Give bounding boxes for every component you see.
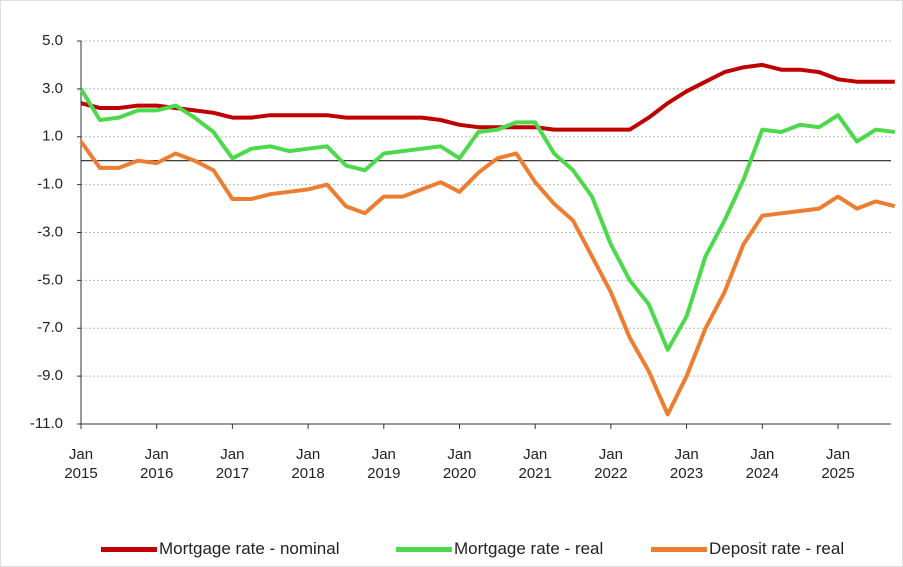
legend-swatch	[101, 546, 157, 552]
x-tick-label: Jan 2021	[518, 446, 552, 482]
y-tick-label: -3.0	[37, 223, 63, 240]
x-tick-label: Jan 2017	[215, 446, 250, 482]
series-line	[80, 62, 895, 132]
legend-swatch	[396, 546, 452, 552]
legend-swatch	[651, 546, 707, 552]
y-tick-label: 3.0	[42, 80, 63, 97]
y-tick-label: -5.0	[37, 271, 63, 288]
legend-label: Deposit rate - real	[709, 539, 845, 558]
x-tick-label: Jan 2022	[594, 446, 628, 482]
legend-label: Mortgage rate - real	[454, 539, 604, 558]
y-tick-label: -1.0	[37, 176, 63, 193]
legend-label: Mortgage rate - nominal	[159, 539, 340, 558]
y-tick-label: -7.0	[37, 319, 63, 336]
x-tick-label: Jan 2024	[745, 446, 779, 482]
series-line	[79, 87, 896, 352]
y-tick-label: 1.0	[42, 128, 63, 145]
y-tick-label: 5.0	[42, 32, 63, 49]
x-tick-label: Jan 2023	[669, 446, 704, 482]
legend-item: Mortgage rate - real	[396, 539, 603, 559]
x-tick-label: Jan 2015	[64, 446, 98, 482]
legend-item: Mortgage rate - nominal	[101, 539, 339, 559]
x-tick-label: Jan 2016	[140, 446, 174, 482]
x-tick-label: Jan 2019	[367, 446, 401, 482]
y-tick-label: -11.0	[30, 415, 63, 432]
x-tick-label: Jan 2020	[442, 446, 477, 482]
legend-item: Deposit rate - real	[651, 539, 844, 559]
x-tick-label: Jan 2018	[291, 446, 325, 482]
x-tick-label: Jan 2025	[821, 446, 855, 482]
series-line	[79, 140, 896, 417]
y-tick-label: -9.0	[37, 367, 63, 384]
